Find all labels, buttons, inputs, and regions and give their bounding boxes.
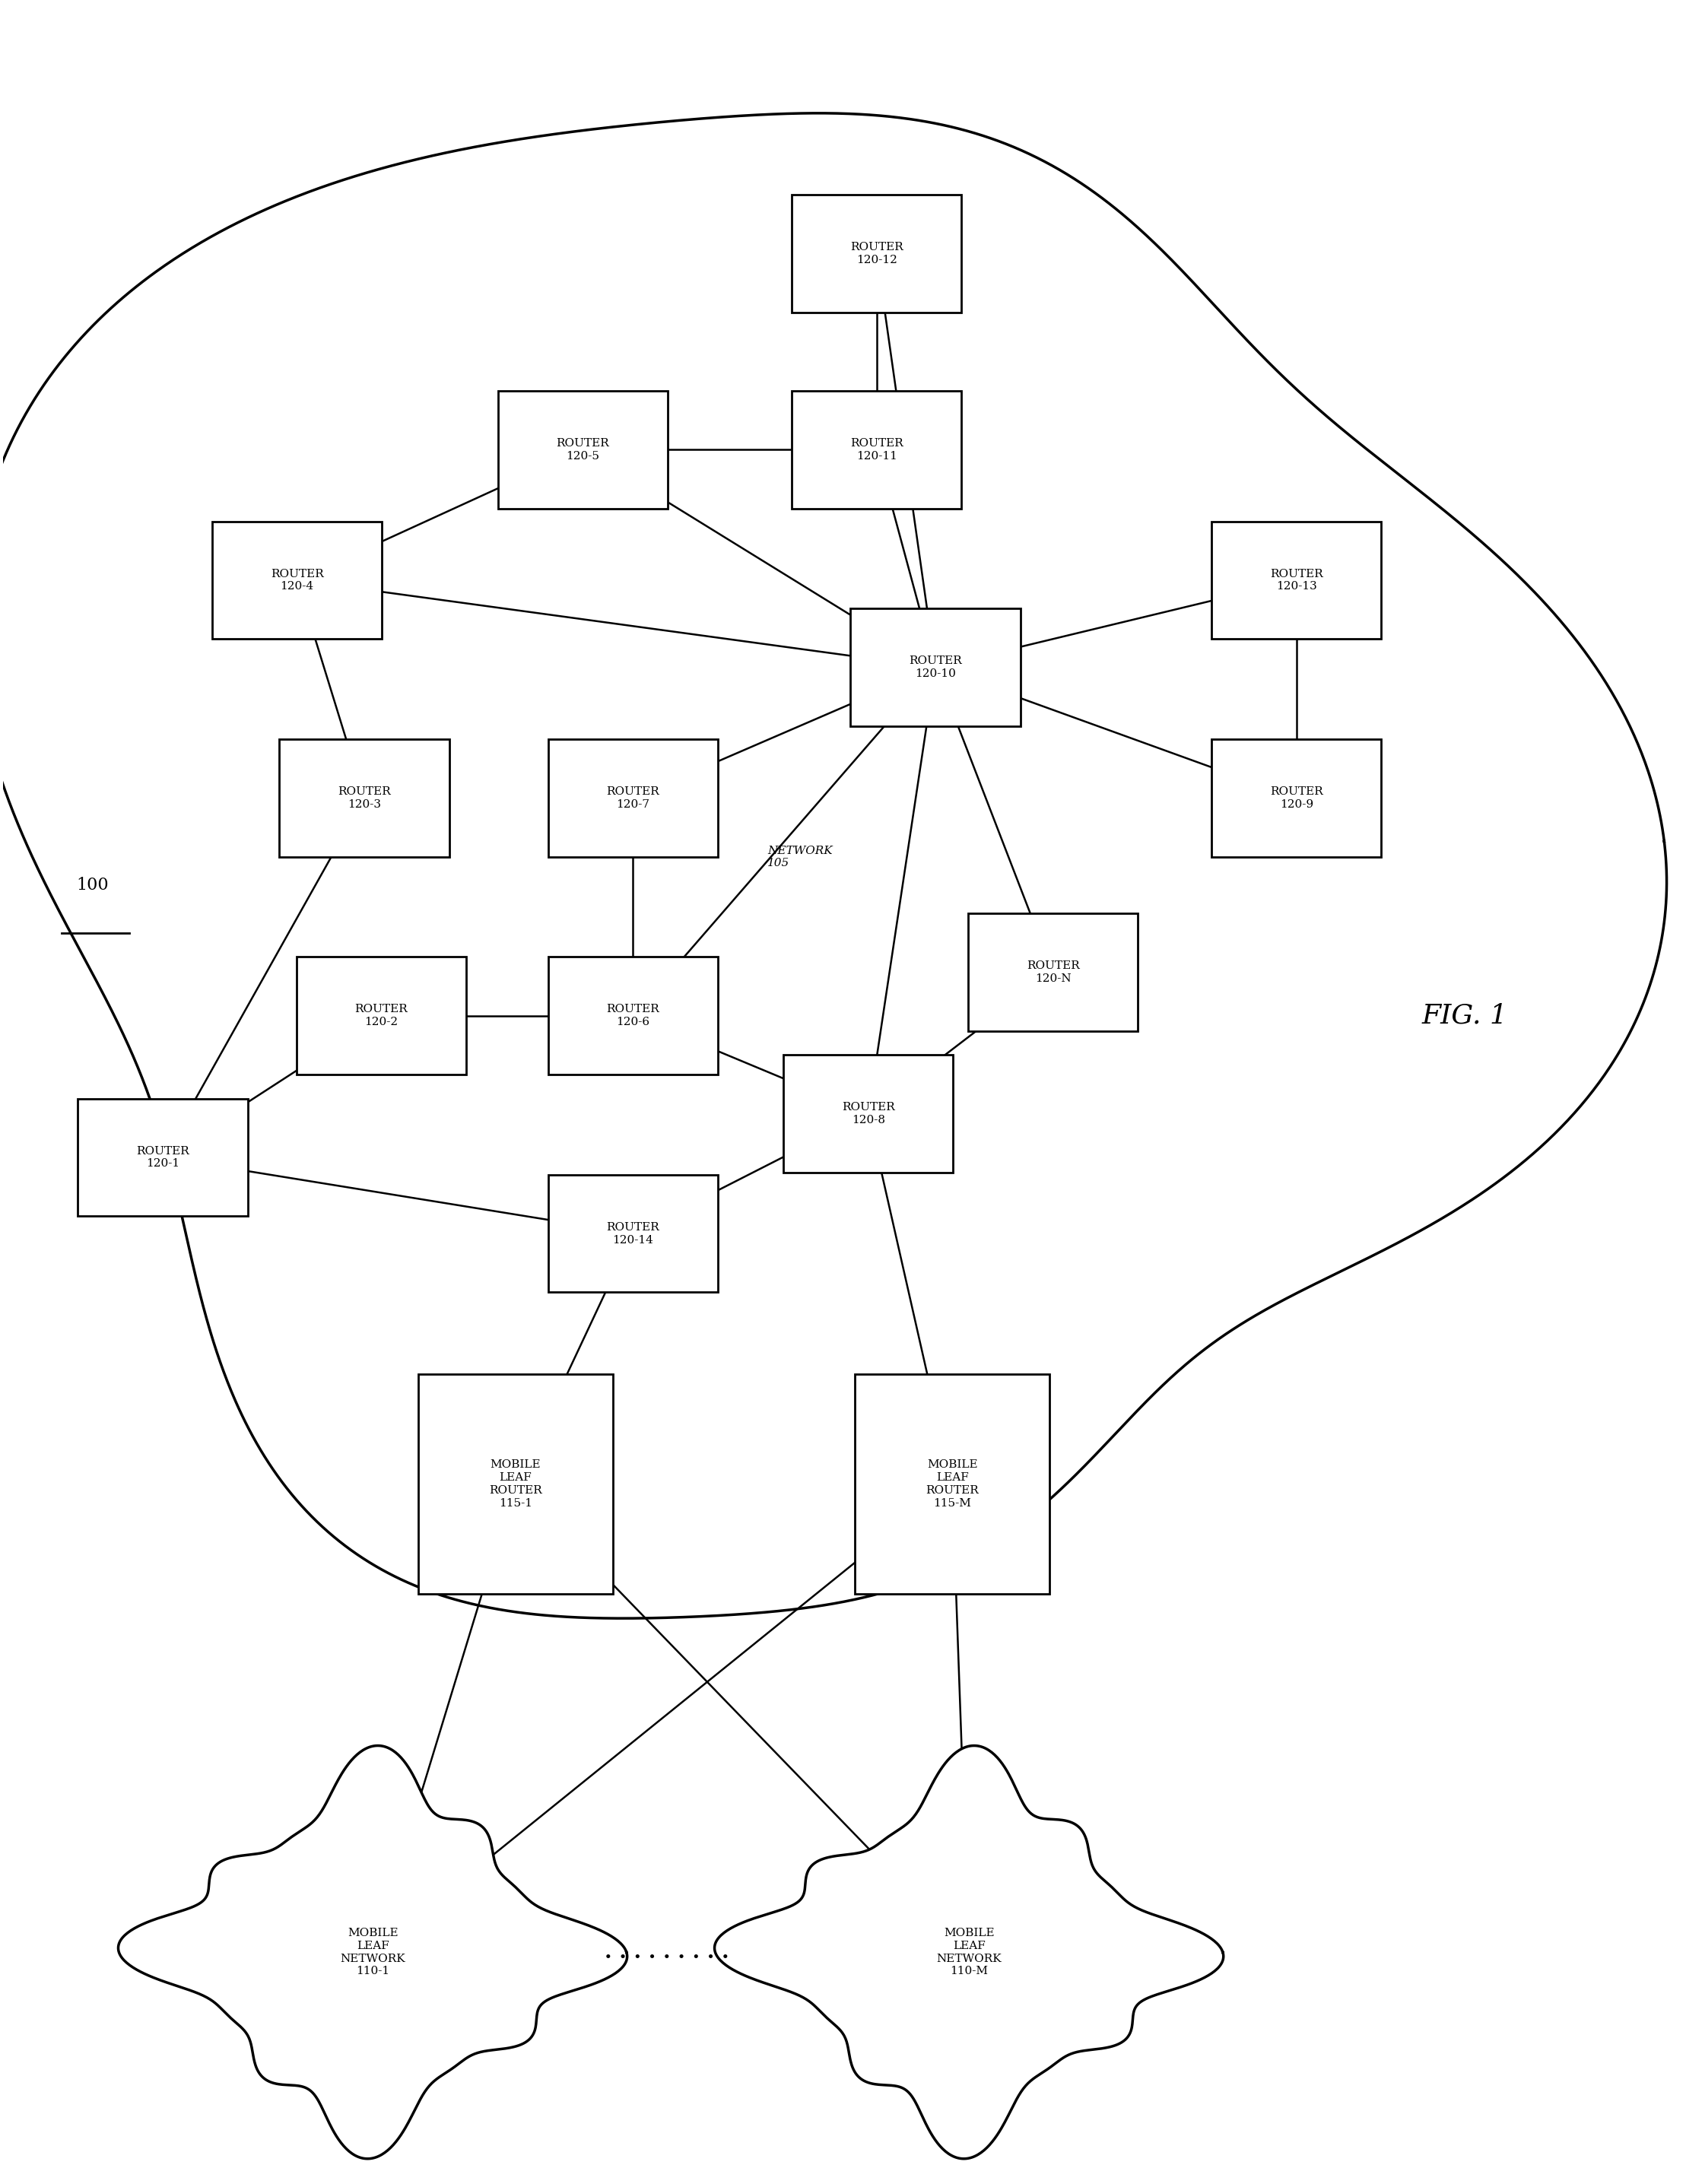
Text: MOBILE
LEAF
NETWORK
110-1: MOBILE LEAF NETWORK 110-1 [341,1928,405,1977]
FancyBboxPatch shape [418,1374,614,1594]
Text: ROUTER
120-2: ROUTER 120-2 [354,1005,408,1026]
Text: ROUTER
120-7: ROUTER 120-7 [607,786,659,810]
Text: NETWORK
105: NETWORK 105 [767,845,833,869]
Text: ROUTER
120-5: ROUTER 120-5 [556,439,609,461]
FancyBboxPatch shape [548,738,718,856]
Text: ROUTER
120-3: ROUTER 120-3 [337,786,391,810]
FancyBboxPatch shape [855,1374,1050,1594]
FancyBboxPatch shape [297,957,465,1075]
Text: ROUTER
120-14: ROUTER 120-14 [607,1221,659,1245]
Text: ROUTER
120-6: ROUTER 120-6 [607,1005,659,1026]
Polygon shape [0,114,1667,1618]
FancyBboxPatch shape [792,194,961,312]
FancyBboxPatch shape [548,957,718,1075]
FancyBboxPatch shape [784,1055,953,1173]
FancyBboxPatch shape [792,391,961,509]
FancyBboxPatch shape [1212,522,1381,640]
Text: 100: 100 [76,876,108,893]
Text: ROUTER
120-8: ROUTER 120-8 [841,1103,895,1125]
FancyBboxPatch shape [1212,738,1381,856]
Text: ROUTER
120-9: ROUTER 120-9 [1270,786,1324,810]
Polygon shape [118,1745,627,2158]
Text: MOBILE
LEAF
NETWORK
110-M: MOBILE LEAF NETWORK 110-M [936,1928,1001,1977]
FancyBboxPatch shape [280,738,448,856]
Text: ROUTER
120-N: ROUTER 120-N [1027,961,1079,985]
FancyBboxPatch shape [497,391,668,509]
Text: ROUTER
120-4: ROUTER 120-4 [270,568,324,592]
FancyBboxPatch shape [850,609,1020,725]
Text: ROUTER
120-13: ROUTER 120-13 [1270,568,1324,592]
Text: FIG. 1: FIG. 1 [1421,1002,1507,1029]
FancyBboxPatch shape [78,1099,248,1216]
Text: ROUTER
120-12: ROUTER 120-12 [850,242,904,264]
FancyBboxPatch shape [212,522,383,640]
FancyBboxPatch shape [968,913,1138,1031]
Text: . . . . . . . . .: . . . . . . . . . [604,1942,728,1963]
Text: MOBILE
LEAF
ROUTER
115-M: MOBILE LEAF ROUTER 115-M [926,1459,978,1509]
Text: MOBILE
LEAF
ROUTER
115-1: MOBILE LEAF ROUTER 115-1 [489,1459,541,1509]
FancyBboxPatch shape [548,1175,718,1293]
Text: ROUTER
120-10: ROUTER 120-10 [909,655,963,679]
Text: ROUTER
120-11: ROUTER 120-11 [850,439,904,461]
Polygon shape [715,1745,1224,2158]
Text: ROUTER
120-1: ROUTER 120-1 [137,1147,189,1168]
